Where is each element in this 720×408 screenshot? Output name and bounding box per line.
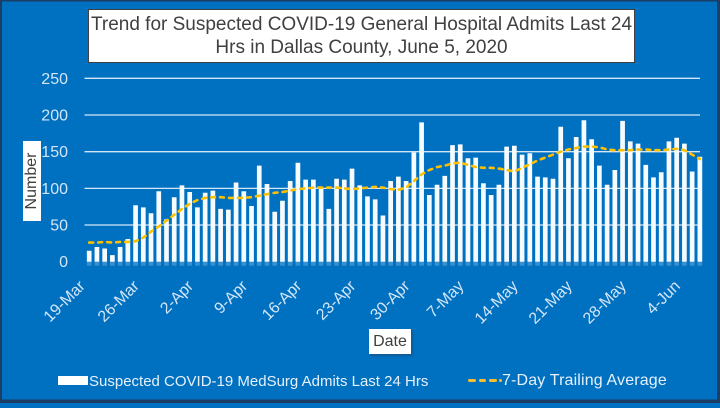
svg-text:100: 100 [41, 181, 68, 198]
svg-text:200: 200 [41, 108, 68, 125]
svg-text:0: 0 [59, 254, 68, 271]
svg-text:50: 50 [50, 218, 68, 235]
svg-text:150: 150 [41, 144, 68, 161]
svg-text:250: 250 [41, 71, 68, 88]
